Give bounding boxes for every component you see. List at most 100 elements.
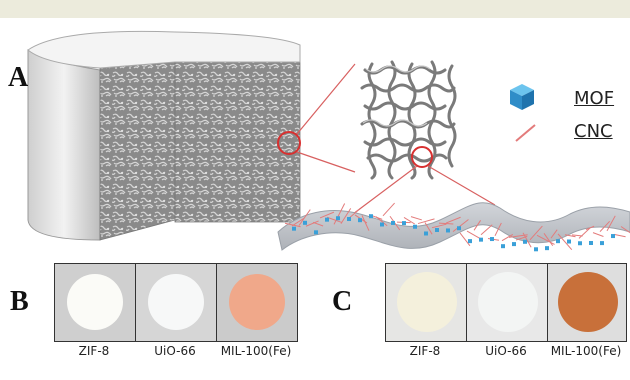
mof-crystal [336,216,340,221]
mof-crystal [380,222,384,227]
cnc-rod [564,234,576,238]
cnc-rod [312,221,324,227]
mof-crystal [490,237,494,242]
mof-crystal [325,217,329,222]
cnc-icon [515,124,536,142]
top-bar [0,0,630,18]
mof-crystal [501,244,505,249]
cnc-rod [298,209,311,226]
mof-crystal [358,218,362,223]
cnc-rod [536,234,555,245]
aerogel-schematic [27,30,630,252]
panel-b-letter: B [10,286,29,317]
sample-photo [467,264,548,341]
cnc-rod [326,216,342,223]
aerogel-cylinder [27,30,301,241]
mof-crystal [567,239,571,244]
cnc-rod [480,224,493,236]
cnc-rod [403,217,415,225]
network-highlight [362,65,431,127]
mof-crystal [369,214,373,219]
sample-label: UiO-66 [485,344,527,358]
mof-crystals [292,214,615,252]
mof-crystal [578,241,582,246]
cnc-rod [522,232,532,248]
sample-disc [478,272,538,332]
cnc-rod [361,215,370,231]
mof-crystal [589,240,593,245]
cnc-rod [473,220,482,231]
cnc-rod [319,211,335,219]
sample-disc [229,274,285,330]
cnc-rod [592,232,604,237]
cnc-rods [284,202,630,251]
cnc-rod [529,225,543,241]
mof-crystal [424,231,428,236]
mof-crystal [512,242,516,247]
cnc-rod [501,233,514,242]
cnc-rod [599,220,611,232]
mof-crystal [391,220,395,225]
mof-crystal [292,226,296,231]
mof-crystal [457,226,461,231]
cnc-rod [305,220,319,227]
sample-disc [148,274,204,330]
cnc-rod [578,227,591,239]
cnc-rod [375,216,388,227]
cnc-rod [613,233,626,238]
cnc-rod [445,216,461,224]
cnc-rod [606,215,616,232]
sample-disc [558,272,618,332]
sample-photo [217,264,297,341]
mof-crystal [303,220,307,225]
mof-crystal [600,241,604,246]
mof-crystal [534,247,538,252]
zoom-line [427,165,496,206]
cnc-rod [438,222,454,225]
zoom-circle-1 [277,131,301,155]
mof-crystal [413,224,417,229]
mof-label: MOF [574,88,615,109]
mof-icon [510,84,534,110]
zoom-line [296,151,356,173]
cnc-rod [571,234,583,237]
sample-disc [67,274,123,330]
sample-photo [548,264,626,341]
zoom-circle-2 [411,146,433,168]
cnc-rod [459,232,471,247]
cnc-rod [557,233,573,251]
mof-crystal [347,217,351,222]
mof-crystal [523,239,527,244]
cnc-rod [417,218,435,225]
mof-crystal [611,234,615,239]
cnc-rod [452,219,469,233]
porous-network [360,60,457,180]
cnc-rod [333,203,346,225]
fibril-ribbon [277,202,630,251]
sample-photo [136,264,217,341]
cnc-rod [340,208,352,224]
cnc-rod [620,226,630,234]
panel-c-photos [385,263,627,342]
cnc-rod [382,202,395,217]
sample-disc [397,272,457,332]
panel-b-photos [54,263,298,342]
mof-crystal [556,239,560,244]
cnc-rod [424,222,433,235]
mof-crystal [435,228,439,233]
sample-photo [386,264,467,341]
mof-crystal [545,246,549,251]
mof-crystal [402,221,406,226]
sample-photo [55,264,136,341]
cnc-rod [585,225,595,231]
sample-label: MIL-100(Fe) [220,344,292,358]
cnc-rod [543,233,554,247]
sample-label: ZIF-8 [409,344,441,358]
panel-a-letter: A [8,62,29,93]
cnc-rod [550,229,558,239]
cnc-rod [466,230,482,240]
mof-crystal [446,228,450,233]
cnc-rod [431,223,447,229]
mof-crystal [314,230,318,235]
zoom-line [296,63,356,135]
